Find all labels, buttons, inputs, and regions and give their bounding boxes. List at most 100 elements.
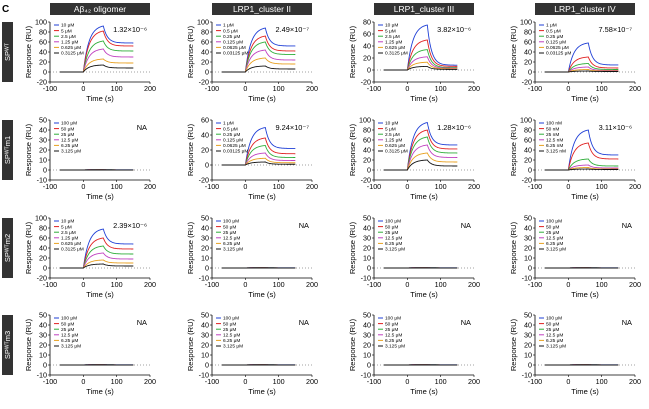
legend-label: 25 μM (546, 230, 559, 236)
x-tick-label: 200 (468, 182, 480, 191)
y-tick-label: 0 (43, 360, 47, 369)
x-tick-label: 0 (81, 280, 85, 289)
legend-label: 25 μM (385, 327, 398, 333)
x-tick-label: 100 (435, 280, 447, 289)
legend-label: 0.0625 μM (223, 45, 246, 51)
x-tick-label: 0 (81, 182, 85, 191)
legend-label: 50 μM (385, 224, 398, 230)
y-tick-label: -20 (522, 77, 532, 86)
legend-label: 1 μM (223, 121, 234, 127)
legend-label: 3.125 μM (223, 344, 243, 350)
y-tick-label: 10 (524, 350, 532, 359)
y-tick-label: -20 (522, 175, 532, 184)
legend-label: 50 μM (546, 321, 559, 327)
legend-label: 12.5 nM (546, 138, 563, 144)
kd-annotation: NA (137, 318, 147, 327)
x-tick-label: -100 (367, 377, 381, 386)
y-tick-label: 20 (524, 340, 532, 349)
x-axis-label: Time (s) (571, 387, 599, 396)
y-axis-label: Response (RU) (509, 318, 518, 371)
y-tick-label: 30 (39, 135, 47, 144)
x-tick-label: 100 (596, 280, 608, 289)
x-tick-label: 0 (243, 377, 247, 386)
x-axis-label: Time (s) (410, 387, 438, 396)
x-tick-label: -100 (367, 84, 381, 93)
legend-label: 50 nM (546, 126, 559, 132)
x-tick-label: 0 (566, 280, 570, 289)
x-tick-label: 0 (81, 84, 85, 93)
y-tick-label: 30 (201, 330, 209, 339)
y-tick-label: 10 (201, 253, 209, 262)
legend-label: 5 μM (61, 224, 72, 230)
x-tick-label: 0 (566, 84, 570, 93)
legend-label: 3.125 μM (385, 344, 405, 350)
row-header-label: SPᵂᵀm2 (3, 234, 12, 262)
y-axis-label: Response (RU) (509, 221, 518, 274)
x-tick-label: 0 (566, 377, 570, 386)
y-tick-label: -10 (37, 175, 47, 184)
legend-label: 0.625 μM (385, 45, 405, 51)
x-tick-label: -100 (528, 280, 542, 289)
legend-label: 3.125 nM (546, 149, 566, 155)
panel-letter: C (2, 4, 9, 15)
series-line (384, 152, 458, 171)
y-tick-label: 80 (201, 27, 209, 36)
y-tick-label: 0 (43, 263, 47, 272)
y-tick-label: 40 (201, 47, 209, 56)
y-tick-label: 40 (524, 320, 532, 329)
legend-label: 5 μM (61, 28, 72, 34)
x-axis-label: Time (s) (86, 94, 114, 103)
sensorgram-panel: -20 0 20 40 60 -100 0 100 200 Time (s) Response (R… (186, 115, 318, 201)
y-tick-label: 10 (201, 350, 209, 359)
legend-label: 0.0625 μM (223, 143, 246, 149)
x-axis-label: Time (s) (410, 290, 438, 299)
y-tick-label: 80 (363, 125, 371, 134)
y-axis-label: Response (RU) (186, 123, 195, 176)
x-tick-label: 200 (629, 84, 641, 93)
legend-label: 0.125 μM (546, 40, 566, 46)
y-tick-label: -20 (199, 77, 209, 86)
kd-annotation: 1.32×10⁻⁶ (113, 25, 147, 34)
y-tick-label: 20 (363, 53, 371, 62)
x-tick-label: 200 (468, 377, 480, 386)
x-axis-label: Time (s) (248, 192, 276, 201)
y-tick-label: 40 (201, 223, 209, 232)
legend-label: 0.3125 μM (385, 149, 408, 155)
y-tick-label: 40 (363, 320, 371, 329)
x-tick-label: 0 (566, 182, 570, 191)
legend-label: 50 μM (61, 321, 74, 327)
x-tick-label: 100 (435, 84, 447, 93)
x-tick-label: 200 (144, 280, 156, 289)
y-tick-label: 0 (528, 67, 532, 76)
y-tick-label: 30 (363, 233, 371, 242)
column-header-box (50, 3, 150, 15)
legend-label: 3.125 μM (61, 344, 81, 350)
legend-label: 50 μM (61, 126, 74, 132)
y-tick-label: 20 (39, 145, 47, 154)
x-tick-label: 0 (243, 84, 247, 93)
x-tick-label: 100 (596, 84, 608, 93)
x-tick-label: -100 (528, 377, 542, 386)
y-tick-label: 0 (367, 65, 371, 74)
x-tick-label: 100 (111, 280, 123, 289)
legend-label: 100 μM (546, 219, 562, 225)
y-tick-label: 60 (39, 233, 47, 242)
y-tick-label: 20 (524, 57, 532, 66)
y-tick-label: 60 (363, 29, 371, 38)
x-tick-label: -100 (528, 84, 542, 93)
y-tick-label: 20 (201, 340, 209, 349)
x-axis-label: Time (s) (571, 192, 599, 201)
x-tick-label: 0 (81, 377, 85, 386)
x-tick-label: -100 (367, 182, 381, 191)
y-axis-label: Response (RU) (186, 221, 195, 274)
y-axis-label: Response (RU) (24, 221, 33, 274)
row-header-box (2, 218, 13, 278)
x-tick-label: 0 (243, 280, 247, 289)
legend-label: 3.125 μM (385, 247, 405, 253)
legend-label: 2.5 μM (385, 34, 400, 40)
